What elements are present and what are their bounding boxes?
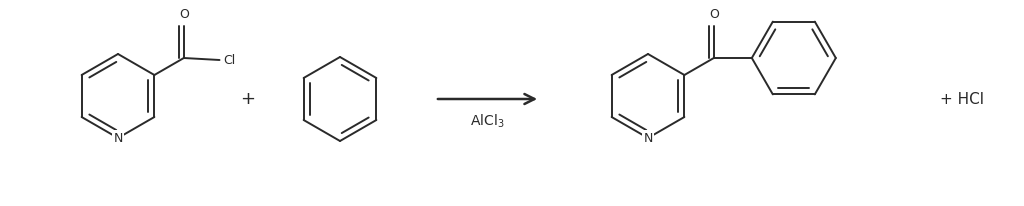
Text: +: + (241, 90, 256, 108)
Text: + HCl: + HCl (940, 91, 984, 107)
Text: N: N (643, 131, 652, 144)
Text: N: N (114, 131, 123, 144)
Text: AlCl$_3$: AlCl$_3$ (470, 113, 505, 130)
Text: Cl: Cl (223, 54, 236, 67)
Text: O: O (709, 8, 719, 21)
Text: O: O (179, 8, 188, 21)
